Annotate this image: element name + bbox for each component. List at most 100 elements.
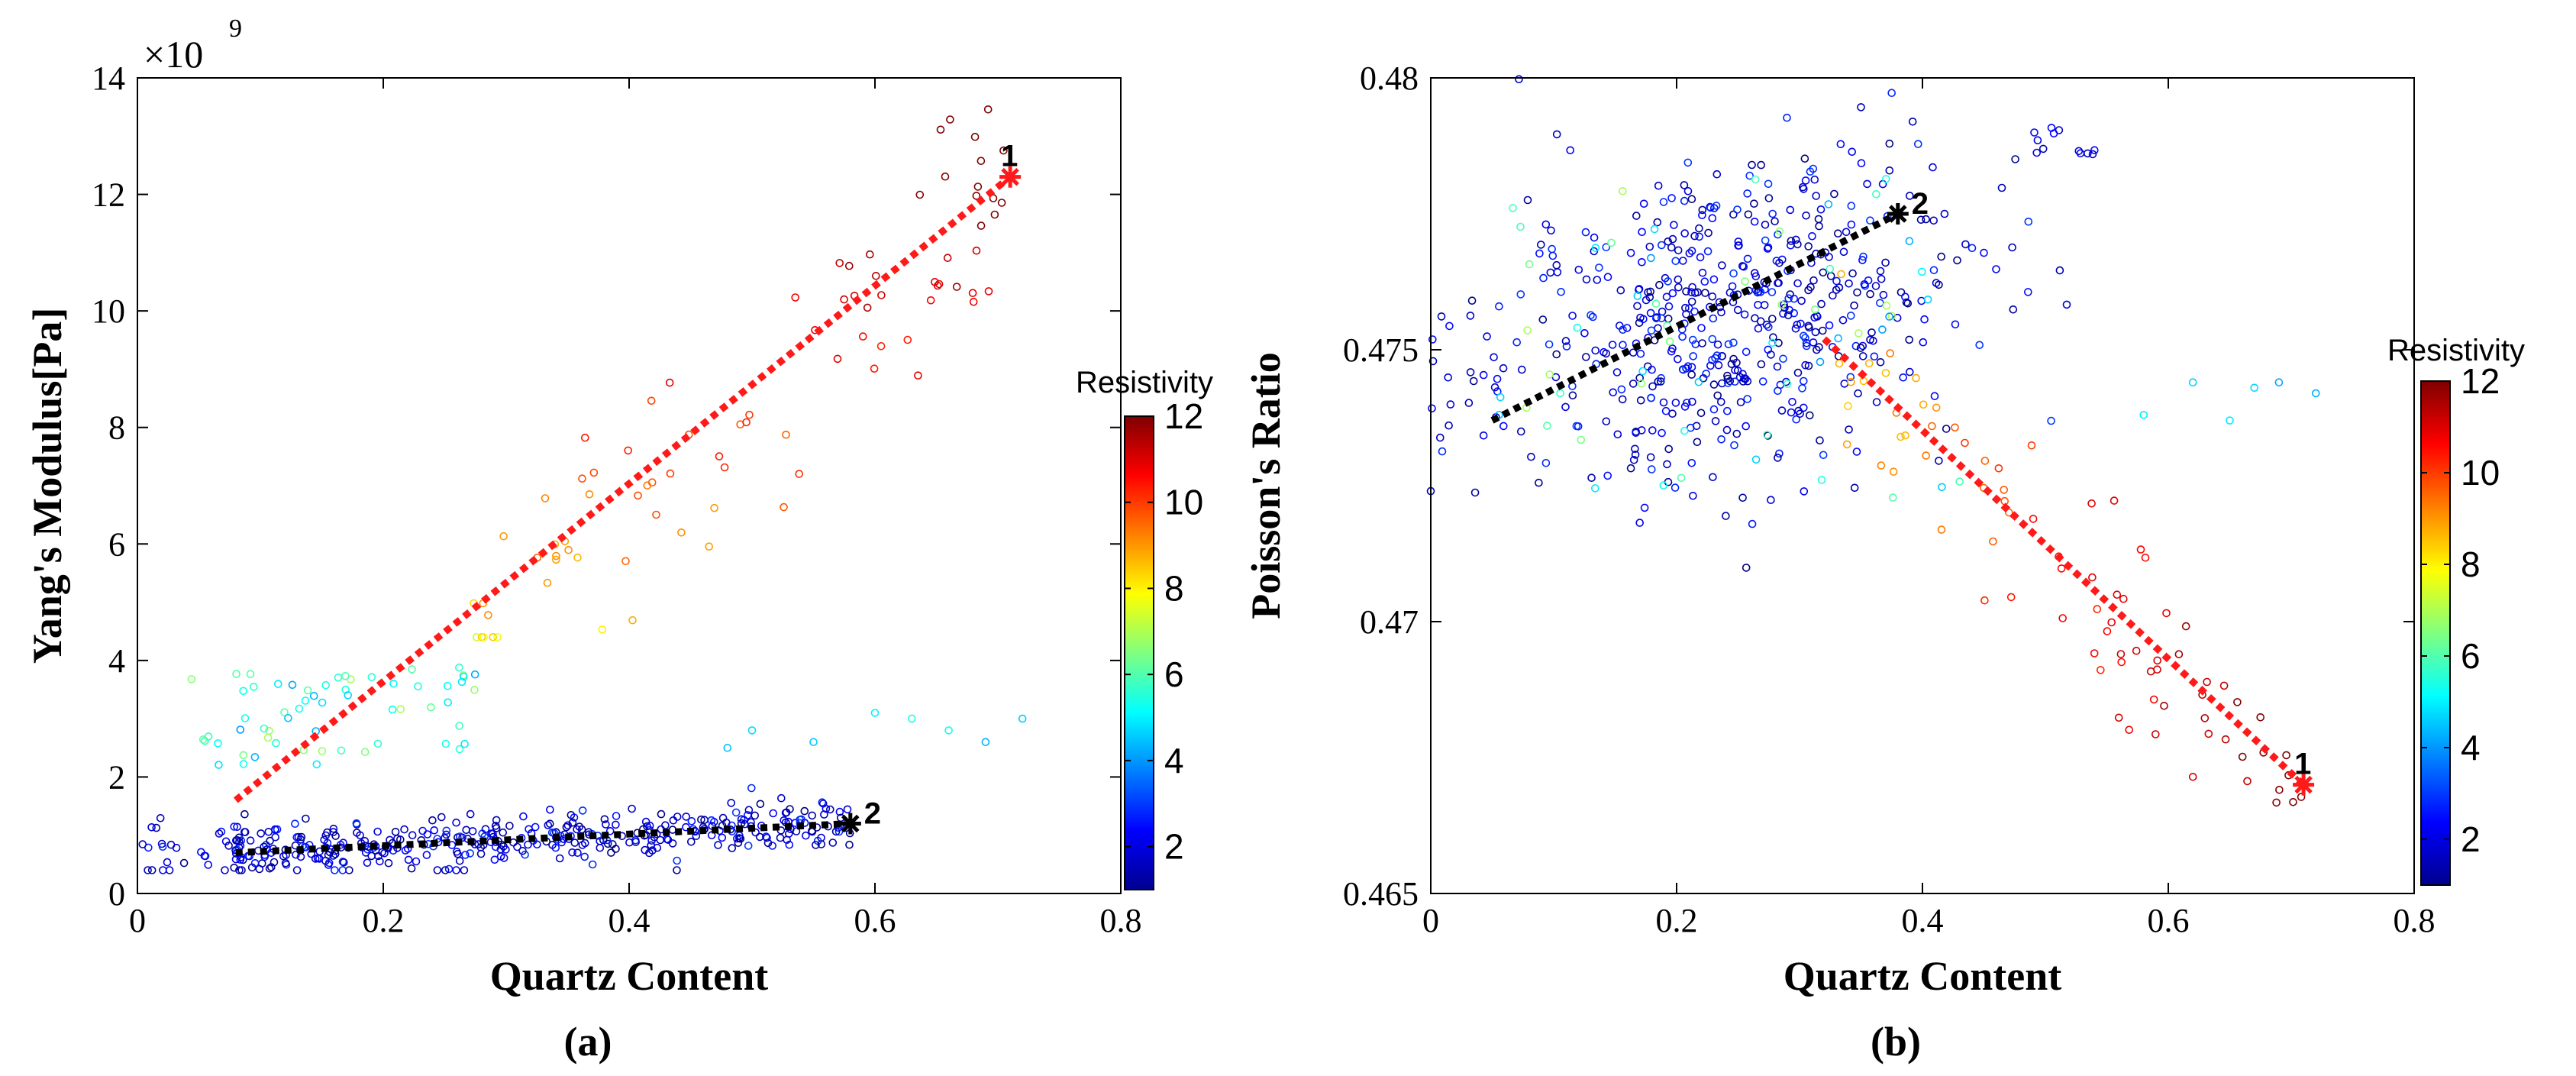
- data-point: [2140, 412, 2147, 418]
- data-point: [1819, 328, 1826, 334]
- data-point: [589, 861, 596, 868]
- data-point: [1438, 313, 1445, 320]
- data-point: [339, 867, 346, 874]
- data-point: [1577, 437, 1584, 444]
- data-point: [1638, 259, 1645, 266]
- data-point: [215, 740, 221, 747]
- data-point: [1711, 381, 1718, 388]
- data-point: [148, 824, 155, 831]
- data-point: [2151, 696, 2158, 703]
- data-point: [1748, 162, 1755, 169]
- data-point: [1715, 341, 1722, 348]
- data-point: [1915, 141, 1922, 147]
- data-point: [1849, 270, 1856, 277]
- data-point: [916, 192, 923, 199]
- data-point: [1860, 353, 1867, 360]
- data-point: [478, 851, 485, 858]
- data-point: [1929, 423, 1935, 430]
- data-point: [1882, 259, 1889, 266]
- data-point: [1879, 326, 1886, 333]
- data-point: [1718, 436, 1725, 443]
- y-tick-label: 14: [92, 60, 125, 97]
- data-point: [520, 813, 527, 820]
- data-point: [1678, 474, 1685, 481]
- data-point: [1658, 242, 1665, 249]
- data-point: [415, 683, 421, 690]
- data-point: [1794, 241, 1801, 247]
- data-point: [629, 617, 636, 624]
- data-point: [319, 700, 326, 706]
- data-point: [408, 666, 415, 673]
- y-tick-label: 6: [108, 525, 125, 563]
- axis-ticks-a: 0 0.2 0.4 0.6 0.802468101214: [92, 60, 1142, 939]
- data-point: [809, 812, 815, 819]
- colorbar-tick-label: 6: [2461, 636, 2481, 676]
- data-point: [1439, 448, 1446, 455]
- data-point: [1619, 188, 1626, 195]
- data-point: [1526, 261, 1533, 268]
- data-point: [1883, 370, 1890, 376]
- data-point: [1688, 460, 1695, 467]
- data-point: [467, 811, 474, 818]
- data-point: [2183, 623, 2190, 630]
- data-point: [1738, 399, 1745, 406]
- data-point: [1810, 277, 1817, 284]
- data-point: [841, 296, 847, 303]
- data-point: [1833, 278, 1840, 285]
- data-point: [1931, 267, 1938, 273]
- data-point: [1795, 370, 1802, 376]
- data-point: [331, 867, 338, 874]
- data-point: [1653, 300, 1660, 307]
- data-point: [1843, 228, 1850, 235]
- data-point: [1690, 353, 1696, 360]
- data-point: [746, 412, 753, 418]
- data-point: [2091, 650, 2098, 657]
- data-point: [390, 680, 397, 687]
- data-point: [1540, 275, 1547, 282]
- data-point: [1548, 227, 1554, 234]
- scatter-points-a: [139, 106, 1025, 874]
- data-point: [1754, 302, 1761, 309]
- data-point: [241, 811, 248, 818]
- data-point: [1941, 211, 1948, 218]
- data-point: [1739, 494, 1746, 501]
- chart-panel-b: 12 0 0.2 0.4 0.6 0.80.4650.470.4750.48 Quart…: [1243, 60, 2525, 1065]
- data-point: [1661, 399, 1667, 406]
- data-point: [1962, 241, 1969, 247]
- data-point: [1513, 339, 1520, 346]
- data-point: [780, 504, 787, 511]
- data-point: [1841, 248, 1848, 255]
- x-tick-label: 0: [1422, 902, 1439, 939]
- data-point: [2251, 384, 2258, 391]
- data-point: [1674, 356, 1681, 363]
- data-point: [1675, 284, 1682, 291]
- data-point: [1995, 465, 2002, 472]
- data-point: [302, 697, 309, 704]
- data-point: [1648, 309, 1654, 316]
- data-point: [1858, 104, 1864, 111]
- data-point: [1648, 254, 1654, 261]
- data-point: [2097, 667, 2104, 674]
- data-point: [1569, 392, 1576, 399]
- data-point: [1605, 273, 1612, 280]
- data-point: [1744, 396, 1751, 402]
- data-point: [1630, 380, 1637, 387]
- data-point: [2142, 554, 2149, 561]
- colorbar-title-b: Resistivity: [2387, 334, 2525, 367]
- data-point: [1648, 466, 1655, 473]
- data-point: [1831, 191, 1838, 198]
- data-point: [1805, 243, 1812, 250]
- colorbar-tick-label: 12: [1164, 396, 1203, 436]
- data-point: [1609, 389, 1616, 396]
- data-point: [392, 829, 399, 835]
- data-point: [1952, 321, 1959, 328]
- panel-label-a: (a): [564, 1019, 612, 1065]
- data-point: [368, 674, 375, 680]
- data-point: [1844, 441, 1851, 448]
- data-point: [590, 469, 597, 476]
- data-point: [599, 626, 605, 633]
- data-point: [424, 831, 431, 838]
- data-point: [715, 842, 721, 848]
- data-point: [1691, 308, 1698, 315]
- data-point: [1851, 302, 1858, 309]
